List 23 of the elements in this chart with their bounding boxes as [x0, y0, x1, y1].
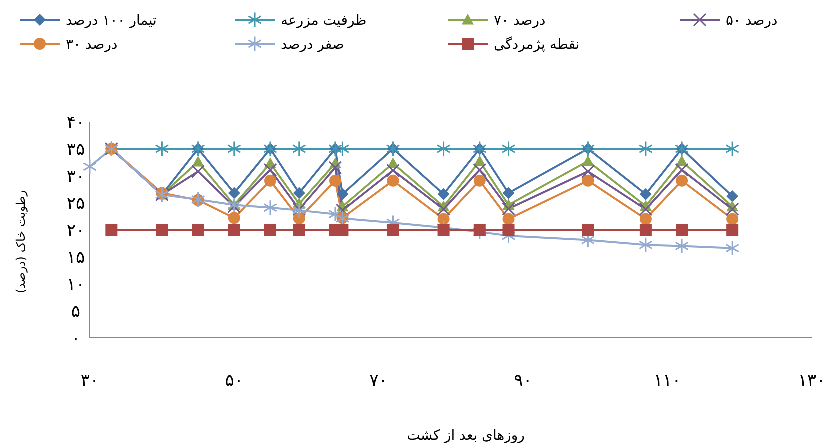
legend-label: ظرفیت مزرعه [281, 13, 367, 29]
y-tick-label: ۲۵ [66, 194, 86, 214]
x-tick-label: ۱۳۰ [798, 371, 826, 391]
legend-label: ۷۰ درصد [494, 13, 546, 29]
x-tick-label: ۷۰ [370, 371, 388, 391]
y-tick-label: ۱۰ [66, 275, 86, 295]
legend-label: نقطه پژمردگی [494, 36, 580, 53]
y-tick-label: ۳۰ [66, 167, 86, 187]
y-tick-label: ۵ [71, 302, 81, 322]
legend-label: ۳۰ درصد [66, 37, 118, 53]
x-tick-label: ۱۱۰ [654, 371, 682, 391]
y-tick-label: ۲۰ [66, 221, 86, 241]
y-tick-label: ۴۰ [66, 113, 86, 133]
y-tick-label: ۰ [71, 329, 81, 349]
x-tick-label: ۹۰ [514, 371, 532, 391]
legend-label: صفر درصد [281, 37, 344, 53]
legend-label: تیمار ۱۰۰ درصد [66, 13, 158, 29]
y-tick-label: ۳۵ [66, 140, 86, 160]
y-tick-label: ۱۵ [66, 248, 86, 268]
legend-label: ۵۰ درصد [726, 13, 778, 29]
x-tick-label: ۵۰ [225, 371, 244, 391]
y-axis-title: رطوبت خاک (درصد) [14, 190, 28, 294]
x-axis-title: روزهای بعد از کشت [407, 428, 525, 444]
